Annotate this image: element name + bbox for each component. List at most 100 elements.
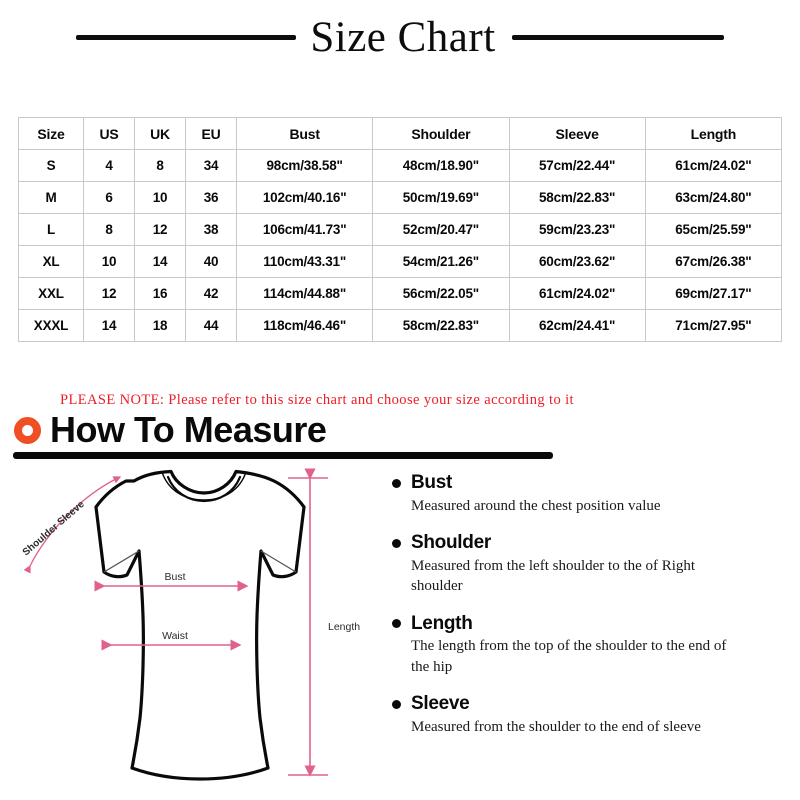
cell-shoulder: 58cm/22.83": [372, 309, 510, 342]
table-header-uk: UK: [134, 117, 186, 150]
cell-eu: 42: [185, 277, 237, 310]
cell-sleeve: 62cm/24.41": [508, 309, 646, 342]
measure-title: Sleeve: [411, 692, 470, 714]
table-row: L 8 12 38 106cm/41.73" 52cm/20.47" 59cm/…: [18, 213, 783, 246]
measure-head: Shoulder: [392, 532, 792, 554]
cell-eu: 40: [185, 245, 237, 278]
table-row: S 4 8 34 98cm/38.58" 48cm/18.90" 57cm/22…: [18, 149, 783, 182]
bullet-icon: [392, 478, 401, 488]
table-row: XL 10 14 40 110cm/43.31" 54cm/21.26" 60c…: [18, 245, 783, 278]
measure-item-sleeve: Sleeve Measured from the shoulder to the…: [392, 692, 792, 737]
cell-uk: 10: [134, 181, 186, 214]
measure-title: Shoulder: [411, 532, 491, 554]
cell-length: 69cm/27.17": [644, 277, 783, 310]
shirt-diagram: Shoulder Sleeve Bust Waist Length: [8, 468, 378, 798]
measure-description: Measured from the shoulder to the end of…: [411, 718, 701, 735]
shoulder-sleeve-arrow: [23, 476, 122, 574]
cell-shoulder: 48cm/18.90": [372, 149, 510, 182]
how-to-measure-title: How To Measure: [50, 409, 327, 450]
size-table: Size US UK EU Bust Shoulder Sleeve Lengt…: [18, 117, 783, 342]
measure-item-shoulder: Shoulder Measured from the left shoulder…: [392, 532, 792, 596]
cell-length: 67cm/26.38": [644, 245, 783, 278]
cell-length: 63cm/24.80": [644, 181, 783, 214]
cell-us: 4: [83, 149, 135, 182]
measure-title: Length: [411, 612, 473, 634]
cell-sleeve: 60cm/23.62": [508, 245, 646, 278]
shirt-collar: [161, 471, 247, 503]
measure-title: Bust: [411, 472, 453, 493]
length-label: Length: [328, 621, 360, 633]
measure-description: Measured from the left shoulder to the o…: [411, 558, 696, 595]
cell-eu: 44: [185, 309, 237, 342]
cell-size: L: [18, 213, 84, 246]
cell-shoulder: 54cm/21.26": [372, 245, 510, 278]
size-table-container: Size US UK EU Bust Shoulder Sleeve Lengt…: [18, 117, 783, 342]
cell-length: 71cm/27.95": [644, 309, 783, 342]
cell-eu: 38: [185, 213, 237, 246]
cell-size: XXXL: [18, 309, 84, 342]
title-rule-right: [511, 34, 724, 40]
cell-size: XL: [18, 245, 84, 278]
bullet-icon: [392, 619, 401, 629]
cell-shoulder: 52cm/20.47": [372, 213, 510, 246]
please-note-text: PLEASE NOTE: Please refer to this size c…: [60, 392, 574, 408]
table-row: XXL 12 16 42 114cm/44.88" 56cm/22.05" 61…: [18, 277, 783, 310]
table-row: XXXL 14 18 44 118cm/46.46" 58cm/22.83" 6…: [18, 309, 783, 342]
measure-description: Measured around the chest position value: [411, 497, 661, 514]
table-header-sleeve: Sleeve: [508, 117, 646, 150]
length-dimension: [288, 468, 328, 777]
cell-size: XXL: [18, 277, 84, 310]
cell-bust: 106cm/41.73": [235, 213, 374, 246]
cell-length: 61cm/24.02": [644, 149, 783, 182]
page-title-block: Size Chart: [0, 0, 800, 74]
cell-sleeve: 58cm/22.83": [508, 181, 646, 214]
cell-length: 65cm/25.59": [644, 213, 783, 246]
cell-size: M: [18, 181, 84, 214]
waist-label: Waist: [162, 630, 188, 642]
cell-uk: 8: [134, 149, 186, 182]
measure-description: The length from the top of the shoulder …: [411, 638, 727, 675]
table-header-length: Length: [644, 117, 783, 150]
table-header-us: US: [83, 117, 135, 150]
how-to-measure-underline-bar: [13, 452, 553, 459]
cell-uk: 18: [134, 309, 186, 342]
bust-label: Bust: [164, 571, 185, 583]
cell-us: 10: [83, 245, 135, 278]
table-header-size: Size: [18, 117, 84, 150]
cell-shoulder: 50cm/19.69": [372, 181, 510, 214]
measure-head: Bust: [392, 472, 792, 494]
cell-bust: 118cm/46.46": [235, 309, 374, 342]
cell-bust: 102cm/40.16": [235, 181, 374, 214]
cell-uk: 12: [134, 213, 186, 246]
cell-size: S: [18, 149, 84, 182]
cell-eu: 34: [185, 149, 237, 182]
cell-bust: 114cm/44.88": [235, 277, 374, 310]
cell-bust: 98cm/38.58": [235, 149, 374, 182]
cell-us: 8: [83, 213, 135, 246]
table-header-eu: EU: [185, 117, 237, 150]
title-rule-left: [76, 34, 297, 40]
measurement-definitions-list: Bust Measured around the chest position …: [392, 472, 792, 754]
shoulder-sleeve-label: Shoulder Sleeve: [21, 499, 87, 559]
cell-uk: 14: [134, 245, 186, 278]
cell-sleeve: 57cm/22.44": [508, 149, 646, 182]
shirt-outline: [94, 469, 306, 781]
cell-sleeve: 59cm/23.23": [508, 213, 646, 246]
cell-eu: 36: [185, 181, 237, 214]
cell-shoulder: 56cm/22.05": [372, 277, 510, 310]
ring-icon: [14, 416, 41, 444]
cell-bust: 110cm/43.31": [235, 245, 374, 278]
measure-head: Length: [392, 612, 792, 635]
table-header-shoulder: Shoulder: [372, 117, 510, 150]
page-title: Size Chart: [310, 13, 496, 61]
cell-uk: 16: [134, 277, 186, 310]
table-header-bust: Bust: [235, 117, 374, 150]
measure-head: Sleeve: [392, 692, 792, 715]
table-header-row: Size US UK EU Bust Shoulder Sleeve Lengt…: [18, 117, 783, 150]
bullet-icon: [392, 539, 401, 549]
cell-sleeve: 61cm/24.02": [508, 277, 646, 310]
measure-item-length: Length The length from the top of the sh…: [392, 612, 792, 677]
cell-us: 12: [83, 277, 135, 310]
measure-item-bust: Bust Measured around the chest position …: [392, 472, 792, 516]
how-to-measure-heading-row: How To Measure: [14, 409, 327, 450]
